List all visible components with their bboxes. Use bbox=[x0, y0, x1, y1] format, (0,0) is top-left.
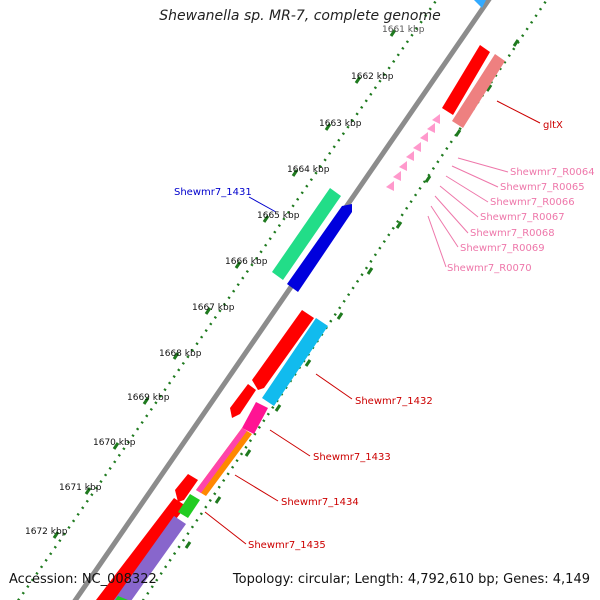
gene-label-1435[interactable]: Shewmr7_1435 bbox=[248, 540, 326, 551]
s1434-pink-bar bbox=[196, 428, 247, 493]
gene-label-r0070[interactable]: Shewmr7_R0070 bbox=[447, 263, 532, 274]
tick-label: 1663 kbp bbox=[319, 119, 362, 129]
leader-lines bbox=[204, 100, 541, 545]
accession-text: Accession: NC_008322 bbox=[9, 572, 157, 587]
s1431-blue-arrow bbox=[287, 204, 352, 292]
tick-label: 1672 kbp bbox=[25, 527, 68, 537]
gene-label-r0069[interactable]: Shewmr7_R0069 bbox=[460, 243, 545, 254]
tick-label: 1664 kbp bbox=[287, 165, 330, 175]
s1435-red-bar bbox=[96, 498, 186, 600]
gene-label-r0067[interactable]: Shewmr7_R0067 bbox=[480, 212, 565, 223]
s1435-green-box bbox=[178, 494, 200, 518]
s1434-red-block bbox=[175, 474, 198, 502]
genome-backbone bbox=[72, 0, 492, 600]
tick-label: 1662 kbp bbox=[351, 72, 394, 82]
inner-tick-marks bbox=[184, 39, 520, 549]
gene-label-r0068[interactable]: Shewmr7_R0068 bbox=[470, 228, 555, 239]
gene-label-1431[interactable]: Shewmr7_1431 bbox=[174, 187, 252, 198]
bottom-green-bar bbox=[115, 596, 128, 600]
tick-label: 1670 kbp bbox=[93, 438, 136, 448]
topology-text: Topology: circular; Length: 4,792,610 bp… bbox=[232, 572, 590, 587]
gene-label-1434[interactable]: Shewmr7_1434 bbox=[281, 497, 359, 508]
gltx-forward-block bbox=[442, 45, 490, 115]
gene-label-gltx[interactable]: gltX bbox=[543, 120, 563, 131]
page-title: Shewanella sp. MR-7, complete genome bbox=[159, 8, 441, 24]
s1435-purple-bar bbox=[114, 516, 186, 600]
outer-tick-line bbox=[16, 0, 439, 600]
s1433-magenta-bar bbox=[242, 402, 268, 434]
tick-label: 1669 kbp bbox=[127, 393, 170, 403]
s1433-red-arrow bbox=[230, 384, 256, 418]
s1432-cyan-bar bbox=[262, 318, 328, 406]
tick-label: 1671 kbp bbox=[59, 483, 102, 493]
tick-label: 1667 kbp bbox=[192, 303, 235, 313]
tick-label: 1666 kbp bbox=[225, 257, 268, 267]
gene-label-1432[interactable]: Shewmr7_1432 bbox=[355, 396, 433, 407]
gene-label-r0066[interactable]: Shewmr7_R0066 bbox=[490, 197, 575, 208]
gene-label-1433[interactable]: Shewmr7_1433 bbox=[313, 452, 391, 463]
gene-label-r0065[interactable]: Shewmr7_R0065 bbox=[500, 182, 585, 193]
gene-label-r0064[interactable]: Shewmr7_R0064 bbox=[510, 167, 595, 178]
s1432-red-arrow bbox=[252, 310, 314, 390]
trna-arrows bbox=[386, 114, 440, 191]
s1431-green-bar bbox=[272, 188, 341, 280]
top-feature-arrow bbox=[474, 0, 486, 8]
tick-label: 1665 kbp bbox=[257, 211, 300, 221]
tick-label: 1668 kbp bbox=[159, 349, 202, 359]
outer-tick-marks bbox=[52, 29, 397, 539]
tick-label-partial: 1661 kbp bbox=[382, 25, 425, 35]
gltx-gene-bar bbox=[452, 54, 505, 128]
